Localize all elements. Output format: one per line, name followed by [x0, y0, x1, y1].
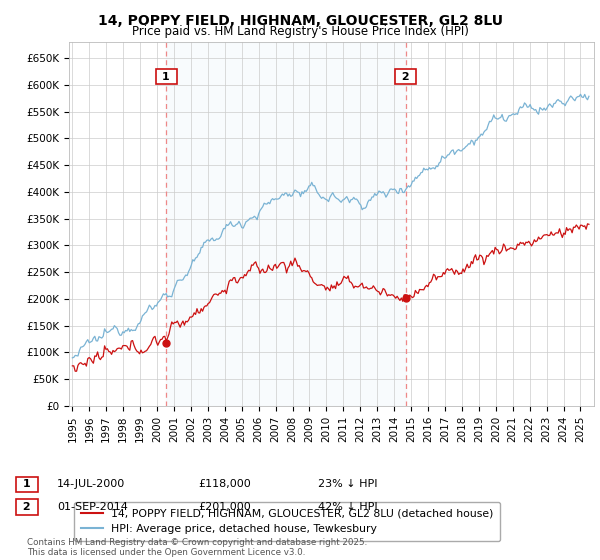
Text: 14-JUL-2000: 14-JUL-2000 [57, 479, 125, 489]
Text: 2: 2 [398, 72, 413, 82]
Bar [166, 42, 406, 406]
Text: 14, POPPY FIELD, HIGHNAM, GLOUCESTER, GL2 8LU: 14, POPPY FIELD, HIGHNAM, GLOUCESTER, GL… [97, 14, 503, 28]
Text: Price paid vs. HM Land Registry's House Price Index (HPI): Price paid vs. HM Land Registry's House … [131, 25, 469, 38]
Legend: 14, POPPY FIELD, HIGHNAM, GLOUCESTER, GL2 8LU (detached house), HPI: Average pri: 14, POPPY FIELD, HIGHNAM, GLOUCESTER, GL… [74, 502, 500, 541]
Text: 23% ↓ HPI: 23% ↓ HPI [318, 479, 377, 489]
Text: £201,000: £201,000 [198, 502, 251, 512]
Text: 2: 2 [19, 502, 35, 512]
Text: Contains HM Land Registry data © Crown copyright and database right 2025.
This d: Contains HM Land Registry data © Crown c… [27, 538, 367, 557]
Text: 01-SEP-2014: 01-SEP-2014 [57, 502, 128, 512]
Text: £118,000: £118,000 [198, 479, 251, 489]
Text: 1: 1 [19, 479, 35, 489]
Text: 1: 1 [158, 72, 174, 82]
Text: 42% ↓ HPI: 42% ↓ HPI [318, 502, 377, 512]
